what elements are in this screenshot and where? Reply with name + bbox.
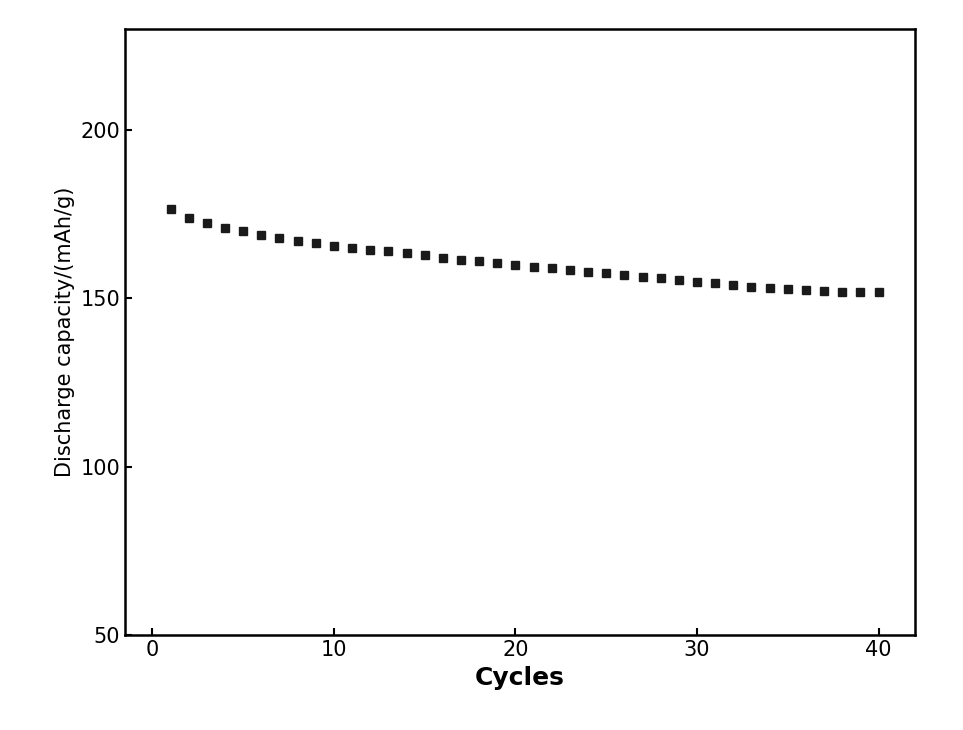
X-axis label: Cycles: Cycles bbox=[475, 666, 565, 690]
Y-axis label: Discharge capacity/(mAh/g): Discharge capacity/(mAh/g) bbox=[55, 187, 75, 477]
